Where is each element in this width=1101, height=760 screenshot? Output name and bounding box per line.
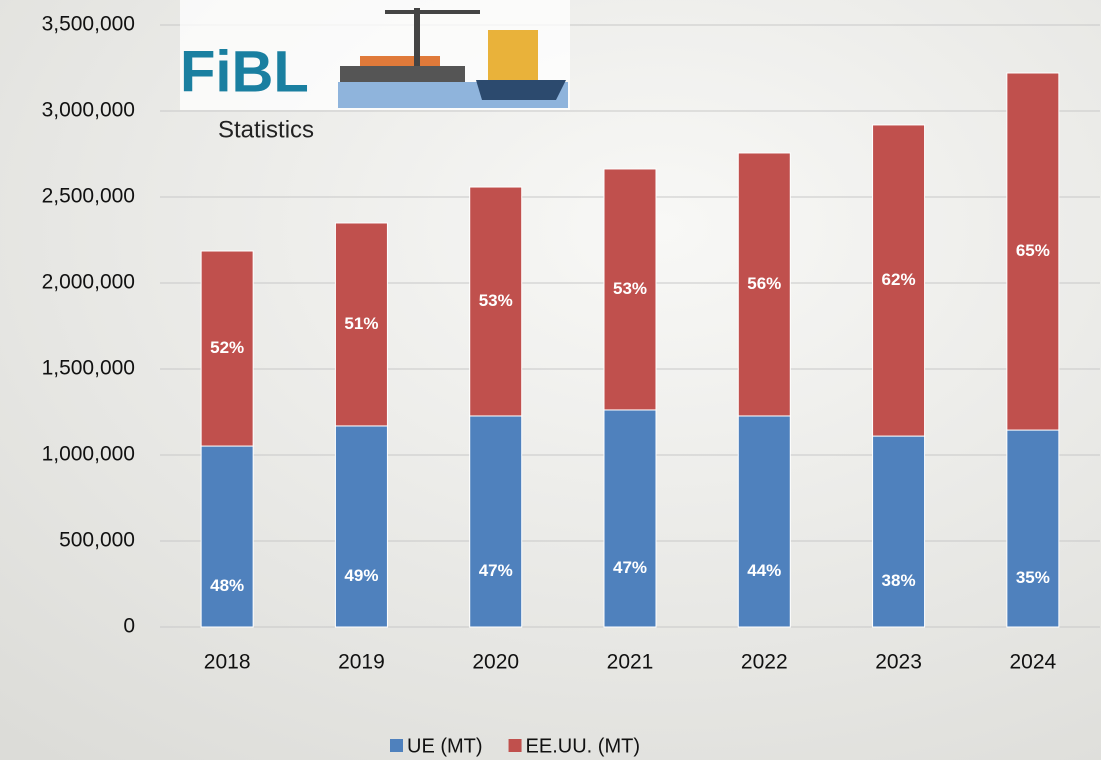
legend-swatch: [390, 739, 403, 752]
data-label: 48%: [210, 576, 244, 595]
y-tick-label: 1,500,000: [42, 357, 135, 380]
x-tick-label: 2018: [204, 651, 251, 674]
logo-dock: [340, 66, 465, 82]
x-tick-label: 2019: [338, 651, 385, 674]
data-label: 53%: [613, 279, 647, 298]
data-label: 47%: [613, 558, 647, 577]
logo-ship-cargo: [488, 30, 538, 80]
bar-segment: [335, 426, 387, 627]
y-tick-label: 3,000,000: [42, 99, 135, 122]
y-tick-label: 3,500,000: [42, 13, 135, 36]
data-label: 62%: [882, 270, 916, 289]
bar-segment: [873, 436, 925, 627]
data-label: 35%: [1016, 568, 1050, 587]
x-tick-label: 2020: [472, 651, 519, 674]
data-label: 38%: [882, 571, 916, 590]
legend-swatch: [509, 739, 522, 752]
x-tick-label: 2021: [607, 651, 654, 674]
logo-name: FiBL: [180, 39, 309, 104]
x-tick-label: 2022: [741, 651, 788, 674]
data-label: 52%: [210, 338, 244, 357]
data-label: 47%: [479, 561, 513, 580]
bar-segment: [201, 446, 253, 627]
logo-crane: [414, 8, 420, 66]
y-tick-label: 2,500,000: [42, 185, 135, 208]
bar-segment: [470, 416, 522, 627]
data-label: 44%: [747, 561, 781, 580]
legend-label: UE (MT): [407, 735, 483, 757]
y-tick-label: 2,000,000: [42, 271, 135, 294]
legend-label: EE.UU. (MT): [526, 735, 640, 757]
data-label: 49%: [344, 566, 378, 585]
data-label: 53%: [479, 291, 513, 310]
x-tick-label: 2023: [875, 651, 922, 674]
logo-containers: [360, 56, 440, 66]
logo-ship: [476, 80, 566, 100]
bar-segment: [738, 416, 790, 627]
logo-subtitle: Statistics: [218, 116, 314, 143]
data-label: 56%: [747, 274, 781, 293]
y-tick-label: 1,000,000: [42, 443, 135, 466]
y-tick-label: 500,000: [59, 529, 135, 552]
data-label: 51%: [344, 314, 378, 333]
bar-segment: [604, 410, 656, 627]
x-tick-label: 2024: [1009, 651, 1056, 674]
y-tick-label: 0: [123, 615, 135, 638]
logo-crane-arm: [385, 10, 480, 14]
data-label: 65%: [1016, 241, 1050, 260]
bar-segment: [1007, 430, 1059, 627]
chart: 0 500,000 1,000,000 1,500,000 2,000,000 2,500…: [0, 0, 1101, 760]
background: [0, 0, 1101, 760]
